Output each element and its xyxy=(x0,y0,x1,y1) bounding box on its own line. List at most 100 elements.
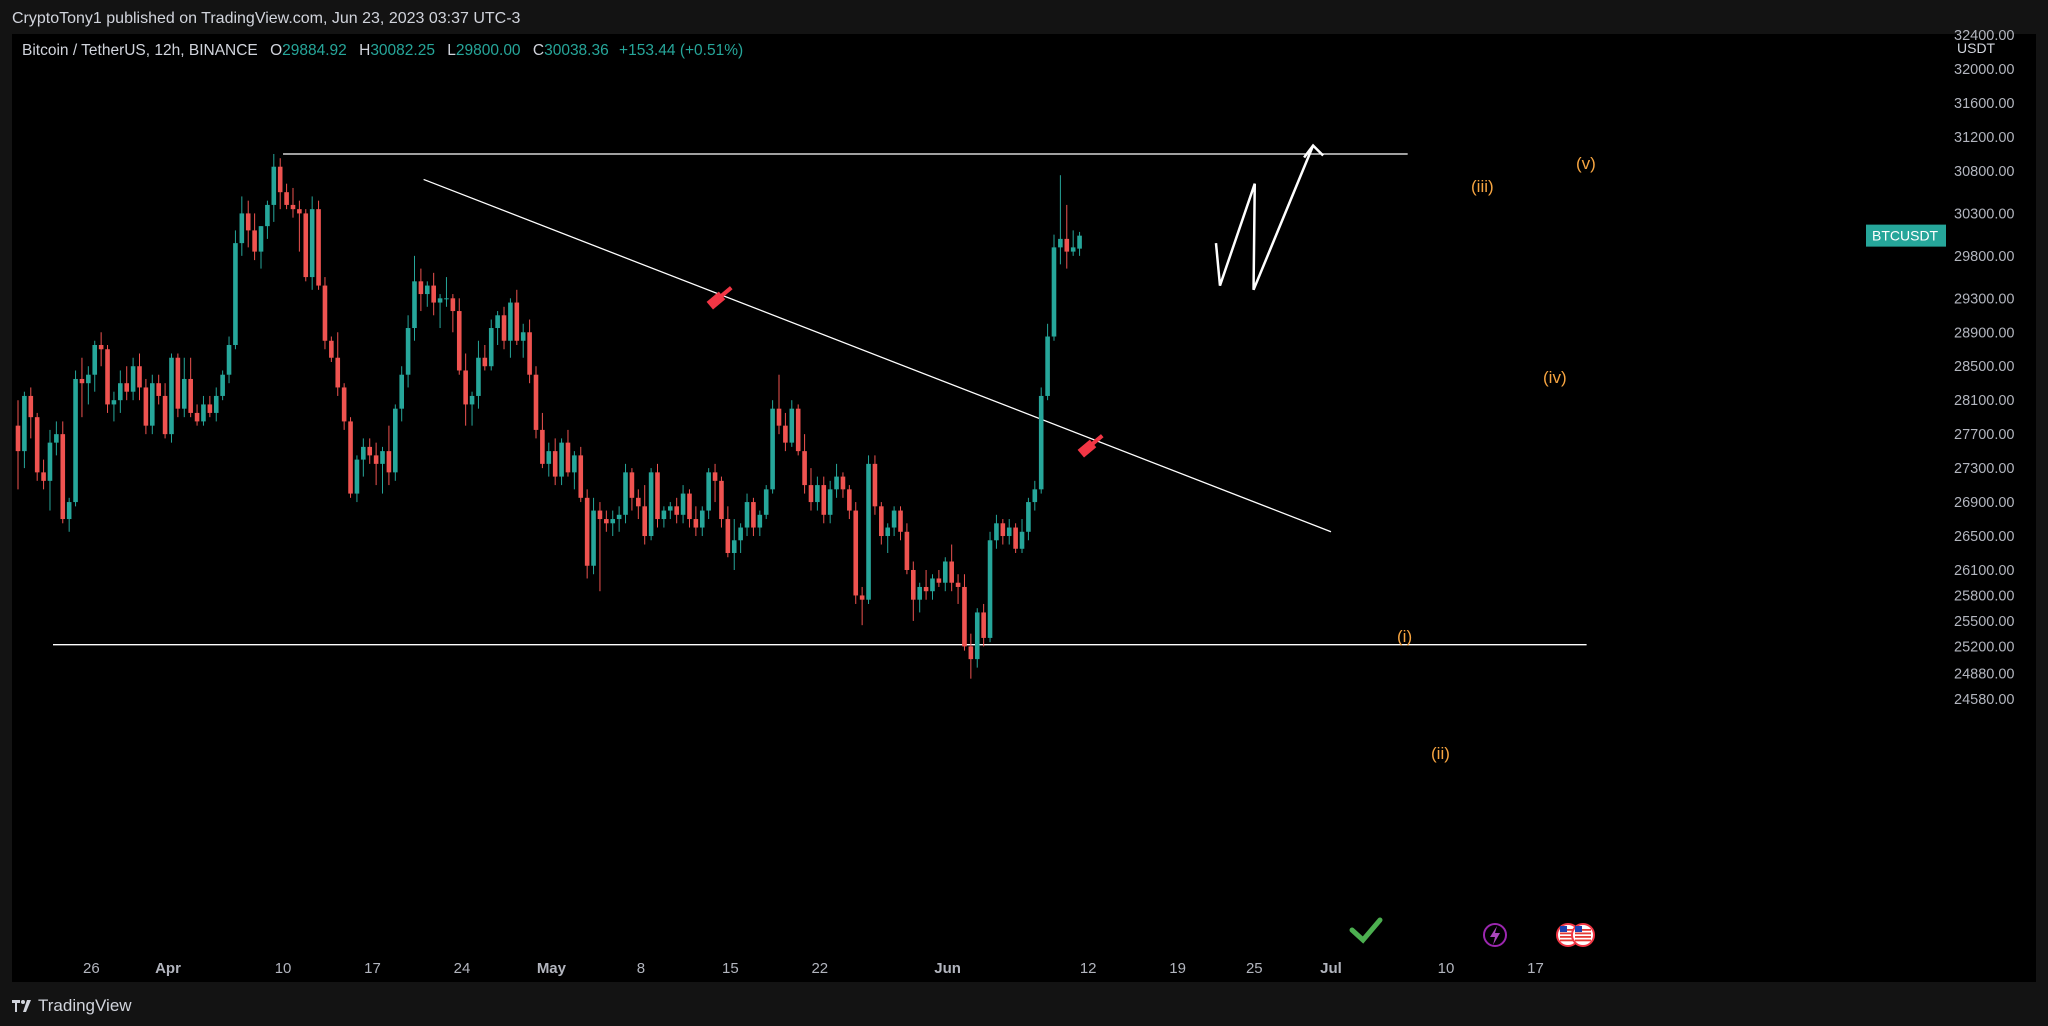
price-tick-label: 25200.00 xyxy=(1954,639,2014,655)
candle-body xyxy=(802,451,807,486)
candle-body xyxy=(290,204,296,210)
candle-body xyxy=(188,378,193,413)
time-tick-label: 25 xyxy=(1246,960,1263,977)
candle-body xyxy=(930,578,935,592)
candle-body xyxy=(508,302,513,341)
tradingview-logo[interactable]: TradingView xyxy=(12,996,132,1016)
candle-body xyxy=(1058,238,1063,248)
time-tick-label: 17 xyxy=(1527,960,1544,977)
candle-body xyxy=(456,311,462,371)
candle-body xyxy=(373,455,379,464)
candle-body xyxy=(322,285,328,341)
candle-body xyxy=(495,315,500,329)
candle-body xyxy=(73,378,78,503)
candle-body xyxy=(751,502,756,528)
candle-body xyxy=(987,540,993,638)
candle-body xyxy=(1006,527,1012,537)
time-tick-label: 22 xyxy=(811,960,828,977)
lightning-event-icon xyxy=(1483,923,1507,947)
time-tick-label: Jun xyxy=(934,960,961,977)
candle-body xyxy=(962,586,967,647)
candle-body xyxy=(853,510,859,596)
us-flag-event-icon xyxy=(1571,923,1595,947)
footer-bar: TradingView xyxy=(0,984,2048,1026)
candle-body xyxy=(776,408,782,426)
candle-body xyxy=(437,298,443,303)
candle-body xyxy=(661,510,667,520)
time-tick-label: 19 xyxy=(1169,960,1186,977)
candle-body xyxy=(610,519,616,524)
price-tick-label: 32000.00 xyxy=(1954,62,2014,78)
legend-close: 30038.36 xyxy=(544,42,609,59)
time-tick-label: 10 xyxy=(1438,960,1455,977)
candle-body xyxy=(501,315,507,341)
price-tick-label: 30800.00 xyxy=(1954,164,2014,180)
candle-body xyxy=(130,366,136,392)
candle-body xyxy=(719,480,724,520)
time-tick-label: 8 xyxy=(637,960,645,977)
candle-body xyxy=(891,510,897,528)
projection-zigzag xyxy=(1214,145,1315,291)
candle-body xyxy=(34,417,40,473)
descending-trendline xyxy=(423,178,1332,533)
candle-body xyxy=(220,374,225,396)
candle-body xyxy=(757,514,763,528)
candle-body xyxy=(47,442,53,481)
candle-body xyxy=(271,166,277,205)
price-tick-label: 32400.00 xyxy=(1954,28,2014,44)
candle-body xyxy=(859,595,865,600)
candle-body xyxy=(175,357,181,409)
candle-body xyxy=(79,378,85,384)
price-axis-currency: USDT xyxy=(1957,40,1996,56)
candle-body xyxy=(840,476,846,490)
legend-close-label: C xyxy=(532,42,545,59)
candle-body xyxy=(706,472,711,511)
candle-body xyxy=(527,332,532,375)
candle-body xyxy=(348,421,353,494)
chart-legend: Bitcoin / TetherUS, 12h, BINANCE O29884.… xyxy=(22,42,743,60)
candle-body xyxy=(60,434,66,520)
candle-body xyxy=(629,472,635,498)
candle-body xyxy=(22,395,27,452)
candle-body xyxy=(533,374,539,430)
candle-body xyxy=(431,285,436,303)
hammer-icon xyxy=(706,286,733,310)
candle-body xyxy=(118,383,123,401)
price-tick-label: 29800.00 xyxy=(1954,249,2014,265)
time-tick-label: 12 xyxy=(1080,960,1097,977)
candle-body xyxy=(1000,523,1006,537)
price-tick-label: 26100.00 xyxy=(1954,563,2014,579)
candle-body xyxy=(1064,238,1070,252)
candle-body xyxy=(66,502,72,520)
legend-low: 29800.00 xyxy=(455,42,521,59)
publisher-header: CryptoTony1 published on TradingView.com… xyxy=(0,0,2048,34)
candle-body xyxy=(565,442,571,473)
time-tick-label: 24 xyxy=(454,960,471,977)
candle-body xyxy=(239,213,245,244)
candle-body xyxy=(245,213,251,231)
tradingview-brand: TradingView xyxy=(38,996,132,1015)
time-tick-label: 15 xyxy=(722,960,739,977)
candle-body xyxy=(1070,247,1076,252)
candle-body xyxy=(469,395,475,405)
candle-body xyxy=(968,646,974,660)
candle-body xyxy=(885,527,891,537)
candle-body xyxy=(623,472,628,515)
chart-area[interactable] xyxy=(12,34,2036,982)
price-tick-label: 24880.00 xyxy=(1954,667,2014,683)
candle-body xyxy=(994,523,999,541)
candle-body xyxy=(572,455,577,473)
candle-body xyxy=(54,434,59,443)
symbol-badge xyxy=(1866,224,1946,247)
candle-body xyxy=(1032,489,1038,503)
symbol-badge-label: BTCUSDT xyxy=(1872,228,1939,244)
candle-body xyxy=(789,408,795,443)
price-axis-panel xyxy=(1946,34,2036,982)
candle-body xyxy=(226,345,232,375)
candle-body xyxy=(28,395,34,418)
price-tick-label: 28900.00 xyxy=(1954,325,2014,341)
candle-body xyxy=(744,502,750,528)
time-tick-label: 17 xyxy=(364,960,381,977)
price-tick-label: 27300.00 xyxy=(1954,461,2014,477)
